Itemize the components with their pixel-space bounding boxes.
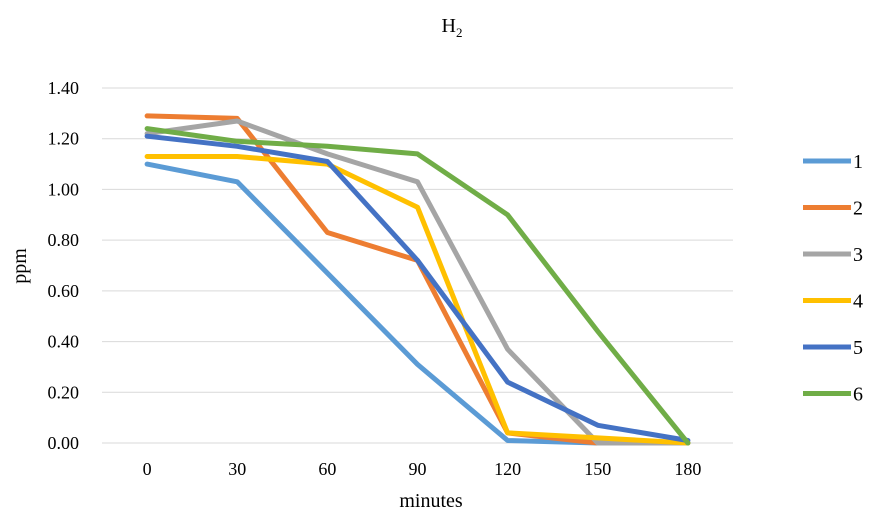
y-tick-label: 1.40 <box>48 78 80 98</box>
x-tick-label: 180 <box>674 459 701 479</box>
series-line-4 <box>144 154 691 446</box>
legend-label-3: 3 <box>853 244 863 266</box>
x-axis-ticks: 0 30 60 90 120 150 180 <box>143 459 702 479</box>
series-line-6 <box>144 126 691 446</box>
y-tick-label: 0.00 <box>48 433 80 453</box>
legend-label-1: 1 <box>853 151 863 173</box>
series-line-2 <box>144 113 691 446</box>
y-tick-label: 1.20 <box>48 129 80 149</box>
legend: 1 2 3 4 5 6 <box>803 151 863 406</box>
x-axis-title: minutes <box>399 490 463 512</box>
x-tick-label: 90 <box>409 459 427 479</box>
x-tick-label: 120 <box>494 459 521 479</box>
chart-title: H2 <box>442 15 463 40</box>
series-lines <box>144 113 691 446</box>
series-line-3 <box>144 118 691 446</box>
legend-label-5: 5 <box>853 337 863 359</box>
x-tick-label: 150 <box>584 459 611 479</box>
y-tick-label: 0.60 <box>48 281 80 301</box>
x-tick-label: 60 <box>318 459 336 479</box>
y-axis-title: ppm <box>9 248 31 284</box>
series-line-5 <box>144 133 691 443</box>
y-tick-label: 0.20 <box>48 382 80 402</box>
chart-title-text: H <box>442 15 456 37</box>
y-tick-label: 0.80 <box>48 230 80 250</box>
chart-title-subscript: 2 <box>456 25 463 40</box>
y-tick-label: 0.40 <box>48 332 80 352</box>
y-axis-ticks: 0.00 0.20 0.40 0.60 0.80 1.00 1.20 1.40 <box>48 78 80 453</box>
x-tick-label: 30 <box>228 459 246 479</box>
legend-label-4: 4 <box>853 291 863 313</box>
legend-label-6: 6 <box>853 384 863 406</box>
x-tick-label: 0 <box>143 459 152 479</box>
y-tick-label: 1.00 <box>48 179 80 199</box>
legend-label-2: 2 <box>853 198 863 220</box>
